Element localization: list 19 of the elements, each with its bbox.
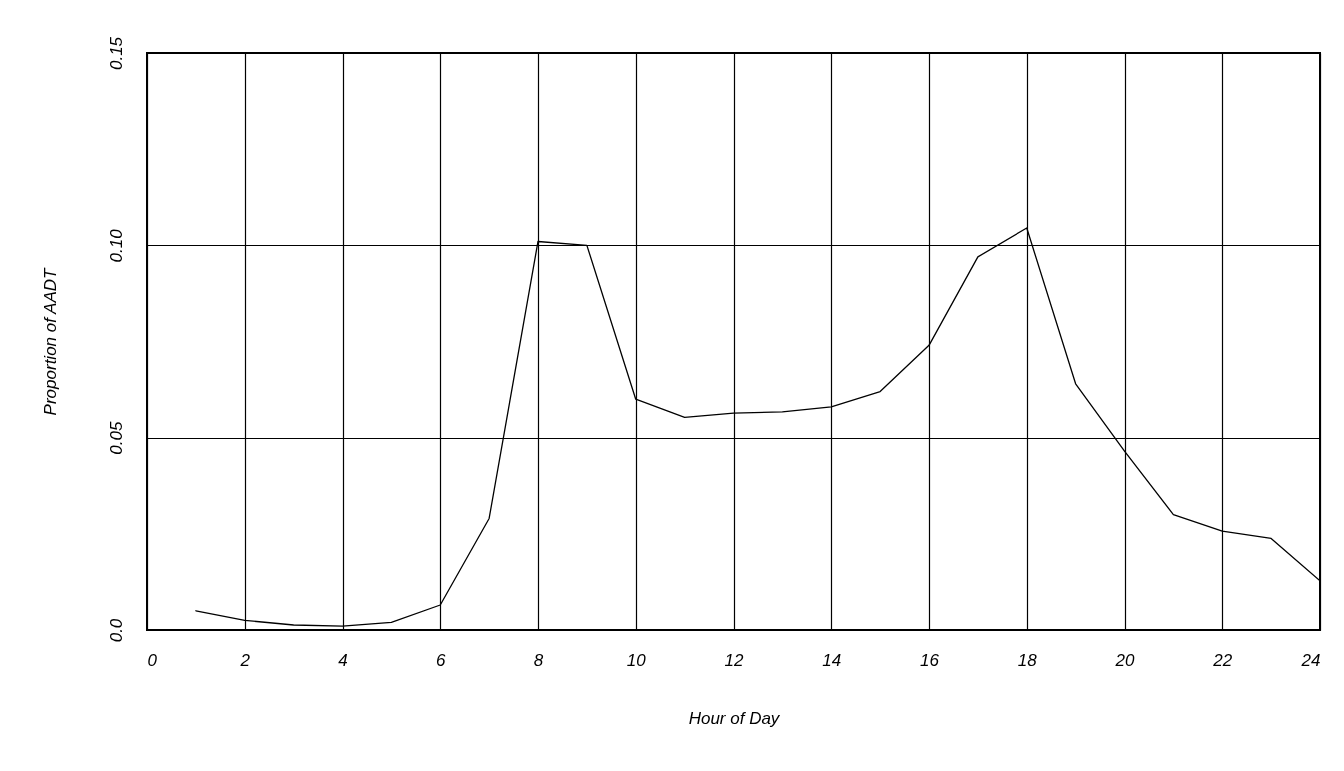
x-tick-label: 18 — [1017, 650, 1038, 670]
x-tick-label: 10 — [626, 650, 647, 670]
x-tick-label: 12 — [724, 650, 744, 670]
x-tick-label: 14 — [822, 650, 842, 670]
y-tick-label: 0.0 — [106, 618, 126, 643]
y-tick-label: 0.15 — [106, 36, 126, 71]
y-tick-label: 0.05 — [106, 421, 126, 455]
x-axis-title: Hour of Day — [688, 708, 781, 728]
x-tick-label: 8 — [533, 650, 544, 670]
y-axis-title: Proportion of AADT — [40, 267, 60, 416]
x-tick-label: 2 — [239, 650, 251, 670]
x-tick-label: 24 — [1300, 650, 1321, 670]
x-tick-label: 4 — [338, 650, 348, 670]
x-tick-label: 16 — [920, 650, 940, 670]
x-tick-label: 20 — [1114, 650, 1135, 670]
x-tick-label: 6 — [436, 650, 447, 670]
y-tick-label: 0.10 — [106, 228, 126, 263]
x-tick-label: 22 — [1212, 650, 1233, 670]
x-tick-label: 0 — [147, 650, 158, 670]
